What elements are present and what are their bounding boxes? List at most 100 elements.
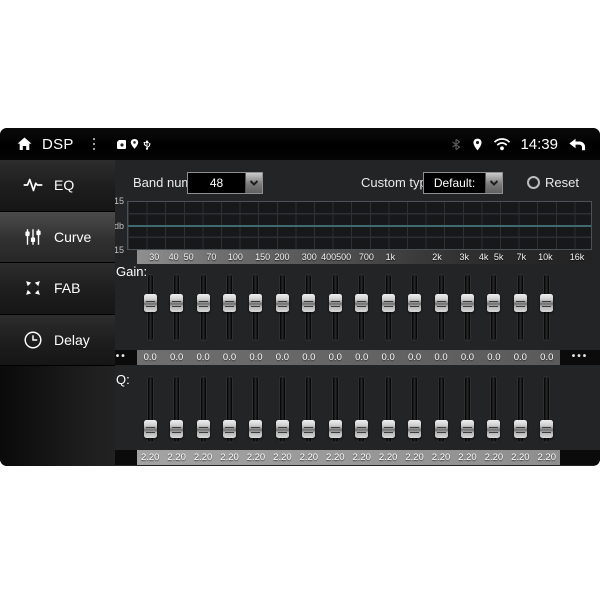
- gain-slider[interactable]: [401, 275, 427, 340]
- q-value: 2.20: [405, 452, 424, 463]
- chevron-down-icon[interactable]: [245, 173, 262, 193]
- custom-type-dropdown[interactable]: Default:: [423, 172, 503, 194]
- q-slider[interactable]: [428, 377, 454, 442]
- q-slider[interactable]: [190, 377, 216, 442]
- slider-thumb[interactable]: [513, 420, 527, 438]
- slider-thumb[interactable]: [513, 293, 527, 312]
- slider-thumb[interactable]: [540, 293, 554, 312]
- slider-thumb[interactable]: [328, 420, 342, 438]
- q-sliders: [137, 377, 560, 442]
- eq-plot-area[interactable]: [127, 201, 592, 250]
- slider-thumb[interactable]: [408, 293, 422, 312]
- gain-slider[interactable]: [243, 275, 269, 340]
- q-slider[interactable]: [269, 377, 295, 442]
- sidebar-item-curve[interactable]: Curve: [0, 211, 115, 263]
- slider-thumb[interactable]: [328, 293, 342, 312]
- freq-tick-label: 400: [321, 252, 337, 262]
- gain-slider[interactable]: [137, 275, 163, 340]
- slider-thumb[interactable]: [302, 420, 316, 438]
- home-icon[interactable]: [16, 136, 33, 152]
- chevron-down-icon[interactable]: [485, 173, 502, 193]
- slider-thumb[interactable]: [355, 420, 369, 438]
- slider-thumb[interactable]: [223, 420, 237, 438]
- q-strip-right-spacer: [560, 450, 600, 465]
- slider-thumb[interactable]: [487, 293, 501, 312]
- q-slider[interactable]: [243, 377, 269, 442]
- freq-tick-label: 4k: [478, 252, 489, 262]
- slider-thumb[interactable]: [196, 420, 210, 438]
- q-label: Q:: [116, 372, 130, 387]
- gain-slider[interactable]: [349, 275, 375, 340]
- scroll-right-dots[interactable]: •••: [560, 350, 600, 365]
- clock-icon: [24, 331, 42, 349]
- slider-thumb[interactable]: [355, 293, 369, 312]
- slider-thumb[interactable]: [275, 293, 289, 312]
- slider-thumb[interactable]: [196, 293, 210, 312]
- gain-slider[interactable]: [454, 275, 480, 340]
- q-slider[interactable]: [296, 377, 322, 442]
- band-num-dropdown[interactable]: 48: [187, 172, 263, 194]
- reset-label[interactable]: Reset: [545, 175, 579, 190]
- q-slider[interactable]: [137, 377, 163, 442]
- gain-slider[interactable]: [428, 275, 454, 340]
- freq-axis: 30 40 50 70 100 150 200 300 400 500 700 1k 2k 3k 4k 5k 7…: [137, 250, 592, 264]
- slider-thumb[interactable]: [408, 420, 422, 438]
- q-slider[interactable]: [507, 377, 533, 442]
- back-icon[interactable]: [567, 137, 586, 152]
- gain-slider[interactable]: [534, 275, 560, 340]
- q-slider[interactable]: [481, 377, 507, 442]
- slider-thumb[interactable]: [143, 420, 157, 438]
- gain-slider[interactable]: [322, 275, 348, 340]
- slider-thumb[interactable]: [249, 293, 263, 312]
- slider-thumb[interactable]: [434, 293, 448, 312]
- gain-slider[interactable]: [296, 275, 322, 340]
- slider-thumb[interactable]: [170, 293, 184, 312]
- reset-radio[interactable]: [527, 176, 540, 189]
- freq-tick-label: 30: [149, 252, 160, 262]
- sidebar: EQ Curve FAB Delay: [0, 160, 115, 466]
- q-value: 2.20: [326, 452, 345, 463]
- slider-thumb[interactable]: [487, 420, 501, 438]
- gain-slider[interactable]: [481, 275, 507, 340]
- gain-slider[interactable]: [375, 275, 401, 340]
- gain-slider[interactable]: [507, 275, 533, 340]
- slider-thumb[interactable]: [540, 420, 554, 438]
- slider-thumb[interactable]: [223, 293, 237, 312]
- gain-slider[interactable]: [216, 275, 242, 340]
- slider-track: [438, 377, 444, 442]
- gain-value: 0.0: [275, 352, 290, 363]
- slider-thumb[interactable]: [275, 420, 289, 438]
- slider-thumb[interactable]: [249, 420, 263, 438]
- slider-thumb[interactable]: [381, 293, 395, 312]
- sidebar-item-eq[interactable]: EQ: [0, 160, 115, 212]
- q-slider[interactable]: [349, 377, 375, 442]
- freq-tick-label: 300: [301, 252, 317, 262]
- slider-thumb[interactable]: [460, 420, 474, 438]
- q-slider[interactable]: [216, 377, 242, 442]
- freq-tick-label: 16k: [569, 252, 585, 262]
- q-slider[interactable]: [454, 377, 480, 442]
- slider-thumb[interactable]: [381, 420, 395, 438]
- q-slider[interactable]: [375, 377, 401, 442]
- q-slider[interactable]: [322, 377, 348, 442]
- slider-thumb[interactable]: [170, 420, 184, 438]
- sidebar-item-delay[interactable]: Delay: [0, 314, 115, 366]
- q-slider[interactable]: [534, 377, 560, 442]
- gain-slider[interactable]: [190, 275, 216, 340]
- gain-slider[interactable]: [269, 275, 295, 340]
- slider-thumb[interactable]: [143, 293, 157, 312]
- gain-slider[interactable]: [163, 275, 189, 340]
- q-value: 2.20: [484, 452, 504, 463]
- slider-thumb[interactable]: [434, 420, 448, 438]
- sidebar-item-fab[interactable]: FAB: [0, 263, 115, 315]
- slider-thumb[interactable]: [460, 293, 474, 312]
- gain-sliders: [137, 275, 560, 340]
- status-bar-right: 14:39: [450, 136, 586, 153]
- slider-thumb[interactable]: [302, 293, 316, 312]
- sidebar-item-label: Curve: [54, 228, 92, 245]
- q-slider[interactable]: [401, 377, 427, 442]
- custom-type-value: Default:: [433, 176, 476, 190]
- overflow-menu-icon[interactable]: [89, 136, 100, 153]
- q-slider[interactable]: [163, 377, 189, 442]
- q-value: 2.20: [378, 452, 398, 463]
